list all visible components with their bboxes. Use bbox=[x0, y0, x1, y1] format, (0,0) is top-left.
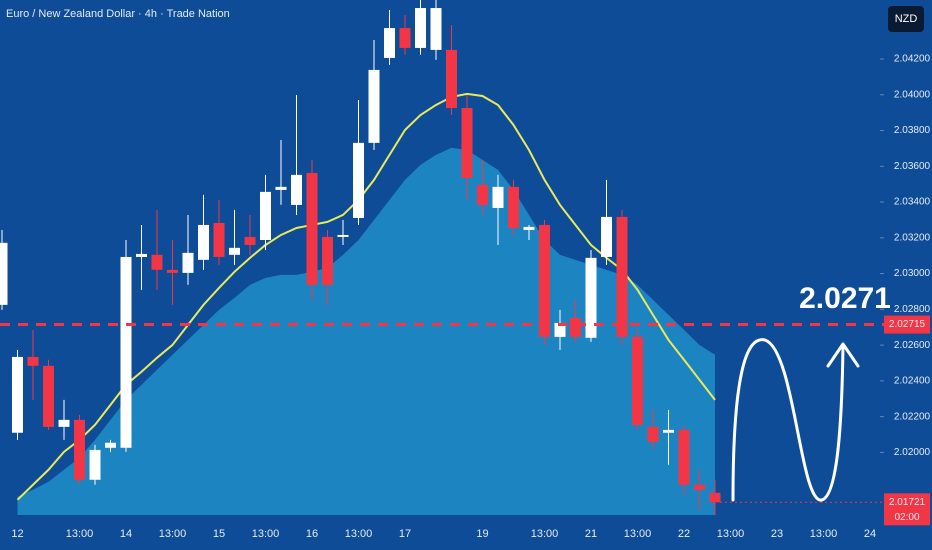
y-tick-label: 2.02200 bbox=[894, 411, 931, 422]
candle-body bbox=[353, 142, 364, 218]
candle-body bbox=[539, 224, 550, 337]
candle-body bbox=[709, 492, 721, 503]
y-tick-label: 2.03800 bbox=[894, 125, 931, 136]
candle-body bbox=[523, 226, 535, 230]
candle-body bbox=[182, 252, 194, 273]
candle-body bbox=[601, 216, 612, 257]
candle-body bbox=[585, 257, 597, 338]
x-tick-label: 22 bbox=[678, 528, 690, 540]
candle-body bbox=[120, 256, 132, 448]
drawn-curve bbox=[731, 338, 845, 502]
x-tick-label: 21 bbox=[585, 528, 597, 540]
x-tick-label: 23 bbox=[771, 528, 783, 540]
y-tick-label: 2.02400 bbox=[894, 376, 931, 387]
candle-body bbox=[275, 186, 287, 190]
candle-body bbox=[694, 484, 705, 490]
grid-layer: 2.04200 2.04000 2.03800 2.03600 2.03400 2.032… bbox=[11, 54, 930, 540]
candle-body bbox=[198, 224, 209, 260]
x-tick-label: 16 bbox=[306, 528, 318, 540]
last-price-label: 2.01721 bbox=[889, 497, 926, 508]
candle-body bbox=[105, 442, 116, 448]
candle-body bbox=[291, 174, 302, 205]
candle-body bbox=[616, 216, 628, 337]
x-tick-label: 13:00 bbox=[717, 528, 745, 540]
candle-body bbox=[570, 317, 581, 337]
candle-body bbox=[632, 336, 643, 425]
candle-body bbox=[430, 8, 442, 50]
candle-body bbox=[368, 69, 380, 143]
overlay-layer: 2.02715 2.01721 02:00 bbox=[0, 315, 930, 526]
candle-body bbox=[229, 247, 240, 255]
candle-body bbox=[12, 356, 23, 433]
candle-body bbox=[384, 28, 395, 58]
chart-title: Euro / New Zealand Dollar · 4h · Trade N… bbox=[6, 8, 230, 20]
candle-body bbox=[58, 419, 70, 427]
candle-body bbox=[0, 242, 8, 305]
drawn-arrow-head bbox=[826, 342, 860, 368]
price-line-label-bg bbox=[884, 315, 930, 334]
candle-body bbox=[306, 172, 318, 285]
candle-body bbox=[27, 356, 39, 366]
y-tick-label: 2.02800 bbox=[894, 304, 931, 315]
x-tick-label: 13:00 bbox=[252, 528, 280, 540]
x-tick-label: 19 bbox=[476, 528, 488, 540]
candle-body bbox=[647, 426, 659, 442]
candle-body bbox=[415, 8, 426, 48]
x-tick-label: 13:00 bbox=[624, 528, 652, 540]
last-price-time: 02:00 bbox=[894, 512, 919, 523]
candle-body bbox=[151, 254, 163, 270]
moving-average-line bbox=[16, 92, 716, 501]
x-tick-label: 13:00 bbox=[345, 528, 373, 540]
y-tick-label: 2.04000 bbox=[894, 89, 931, 100]
candle-body bbox=[508, 186, 519, 228]
candle-body bbox=[461, 108, 473, 178]
price-line-label: 2.02715 bbox=[889, 319, 926, 330]
y-tick-label: 2.03400 bbox=[894, 197, 931, 208]
candle-body bbox=[89, 449, 101, 480]
candle-body bbox=[477, 184, 488, 205]
candle-body bbox=[663, 429, 674, 433]
candle-body bbox=[554, 322, 566, 337]
candle-body bbox=[260, 191, 271, 240]
y-tick-label: 2.04200 bbox=[894, 54, 931, 65]
candle-body bbox=[337, 234, 349, 237]
x-tick-label: 13:00 bbox=[159, 528, 187, 540]
candle-body bbox=[74, 419, 85, 480]
candle-body bbox=[446, 49, 457, 109]
candle-body bbox=[213, 222, 225, 257]
x-tick-label: 24 bbox=[864, 528, 876, 540]
last-price-label-bg bbox=[884, 493, 930, 526]
annotation: 2.0271 bbox=[799, 282, 891, 315]
candle-body bbox=[322, 236, 333, 285]
currency-button-bg[interactable] bbox=[888, 6, 924, 32]
currency-button[interactable]: NZD bbox=[895, 13, 918, 25]
candle-layer bbox=[0, 0, 721, 515]
x-tick-label: 13:00 bbox=[66, 528, 94, 540]
candle-body bbox=[492, 186, 504, 208]
candle-body bbox=[399, 28, 411, 48]
y-tick-label: 2.03000 bbox=[894, 268, 931, 279]
y-tick-label: 2.02600 bbox=[894, 340, 931, 351]
candle-body bbox=[167, 269, 178, 273]
candle-body bbox=[43, 365, 54, 427]
x-tick-label: 13:00 bbox=[810, 528, 838, 540]
x-tick-label: 14 bbox=[120, 528, 132, 540]
candle-body bbox=[678, 429, 690, 485]
line-layer bbox=[16, 92, 716, 501]
y-tick-label: 2.02000 bbox=[894, 447, 931, 458]
y-tick-label: 2.03600 bbox=[894, 161, 931, 172]
candle-body bbox=[244, 236, 256, 245]
x-tick-label: 15 bbox=[213, 528, 225, 540]
x-tick-label: 17 bbox=[399, 528, 411, 540]
x-tick-label: 13:00 bbox=[531, 528, 559, 540]
candle-body bbox=[136, 253, 147, 257]
y-tick-label: 2.03200 bbox=[894, 232, 931, 243]
x-tick-label: 12 bbox=[11, 528, 23, 540]
